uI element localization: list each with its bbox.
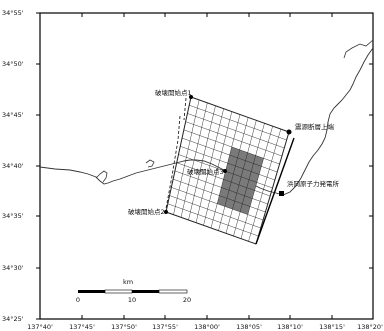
scale-bar-tick: 10 — [128, 296, 136, 304]
y-tick-label: 34°40' — [2, 162, 24, 170]
fault-grid-line — [173, 178, 266, 213]
fault-grid-line — [185, 121, 283, 157]
x-tick-label: 137°45' — [69, 323, 95, 331]
scale-bar-tick: 20 — [183, 296, 191, 304]
fault-dashed-lines — [164, 97, 187, 215]
fault-grid-line — [169, 195, 261, 229]
x-tick-label: 138°10' — [277, 323, 303, 331]
x-tick-label: 138°00' — [194, 323, 220, 331]
x-tick-label: 138°05' — [236, 323, 262, 331]
y-tick-label: 34°30' — [2, 264, 24, 272]
rupture-start-3-label: 破壊開始点3 — [187, 167, 224, 176]
asperity-region — [217, 146, 264, 215]
fault-grid-line — [183, 129, 280, 165]
y-tick-label: 34°35' — [2, 212, 24, 220]
x-tick-label: 138°15' — [319, 323, 345, 331]
fault-plane-grid — [165, 96, 290, 245]
y-tick-label: 34°50' — [2, 60, 24, 68]
fault-surface-trace — [255, 137, 295, 245]
fault-grid-line — [165, 211, 257, 245]
rupture-start-1-marker — [189, 95, 193, 99]
coastline-inlet — [145, 159, 155, 168]
x-tick-marks — [81, 13, 333, 319]
fault-grid-line — [176, 162, 271, 197]
x-tick-label: 138°20' — [357, 323, 383, 331]
coastline-east — [343, 39, 374, 59]
x-tick-label: 137°50' — [111, 323, 137, 331]
rupture-start-1-label: 破壊開始点1 — [155, 88, 192, 97]
fault-grid-line — [174, 170, 268, 205]
source-fault-top-marker — [286, 129, 292, 135]
y-tick-label: 34°45' — [2, 111, 24, 119]
fault-grid-line — [187, 113, 285, 149]
x-tick-label: 137°40' — [27, 323, 53, 331]
scale-bar-unit: km — [123, 278, 133, 286]
rupture-start-2-marker — [164, 210, 168, 214]
y-tick-label: 34°25' — [2, 315, 24, 323]
fault-grid-line — [190, 96, 290, 133]
fault-grid-line — [180, 146, 275, 181]
map-frame — [39, 12, 374, 320]
rupture-start-3-marker — [223, 169, 227, 173]
fault-grid-line — [189, 105, 287, 141]
fault-grid-line — [181, 137, 278, 173]
nuclear-plant-label: 浜岡原子力発電所 — [287, 179, 340, 188]
source-fault-top-label: 震源断層上端 — [295, 122, 335, 131]
coastline-bay — [95, 170, 108, 183]
fault-grid-line — [171, 187, 264, 221]
rupture-start-2-label: 破壊開始点2 — [128, 207, 165, 216]
fault-grid-line — [167, 203, 259, 237]
scale-bar-tick: 0 — [76, 296, 80, 304]
y-tick-label: 34°55' — [2, 9, 24, 17]
y-tick-marks — [36, 12, 373, 320]
nuclear-plant-marker — [279, 191, 284, 196]
scale-bar: km 0 10 20 — [76, 278, 191, 304]
x-tick-label: 137°55' — [152, 323, 178, 331]
